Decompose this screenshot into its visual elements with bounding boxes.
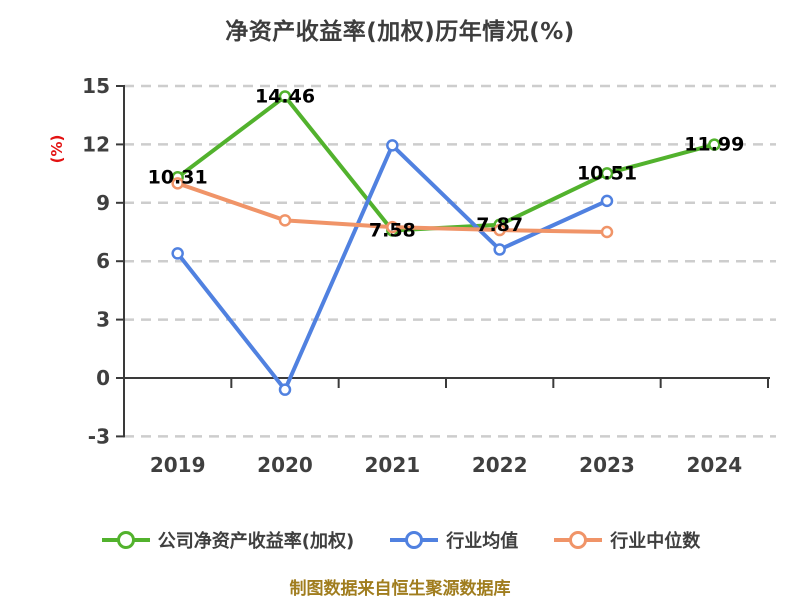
roe-line-chart: 15 12 9 6 3 0 -3 2019 2020 2021 2022 2023 2024 (%) 10.… [48, 74, 776, 477]
svg-text:10.31: 10.31 [148, 166, 208, 188]
legend-item-industry-mean[interactable]: 行业均值 [388, 527, 518, 553]
legend-marker-company-roe [101, 531, 150, 549]
svg-text:7.58: 7.58 [369, 219, 416, 241]
svg-text:12: 12 [82, 132, 110, 156]
chart-title: 净资产收益率(加权)历年情况(%) [225, 19, 575, 45]
svg-text:2022: 2022 [472, 453, 528, 477]
legend-item-industry-median[interactable]: 行业中位数 [552, 527, 700, 553]
legend-item-company-roe[interactable]: 公司净资产收益率(加权) [100, 527, 354, 553]
legend-label-industry-median: 行业中位数 [610, 531, 701, 552]
svg-text:2023: 2023 [579, 453, 635, 477]
svg-text:2021: 2021 [364, 453, 420, 477]
legend-marker-industry-mean [390, 531, 439, 549]
svg-text:6: 6 [96, 249, 110, 273]
svg-text:3: 3 [96, 308, 110, 332]
svg-text:2019: 2019 [150, 453, 206, 477]
svg-text:(%): (%) [48, 135, 66, 164]
svg-text:15: 15 [82, 74, 110, 98]
chart-legend: 公司净资产收益率(加权) 行业均值 行业中位数 [0, 521, 800, 559]
svg-text:-3: -3 [88, 424, 110, 448]
svg-text:14.46: 14.46 [255, 86, 315, 108]
data-source-note: 制图数据来自恒生聚源数据库 [289, 579, 511, 599]
svg-text:0: 0 [96, 366, 110, 390]
svg-text:10.51: 10.51 [577, 162, 637, 184]
svg-text:9: 9 [96, 191, 110, 215]
svg-text:11.99: 11.99 [684, 134, 744, 156]
svg-text:2020: 2020 [257, 453, 313, 477]
legend-label-industry-mean: 行业均值 [446, 531, 519, 552]
legend-label-company-roe: 公司净资产收益率(加权) [157, 531, 355, 552]
legend-marker-industry-median [554, 531, 603, 549]
svg-text:2024: 2024 [686, 453, 742, 477]
svg-text:7.87: 7.87 [476, 214, 523, 236]
